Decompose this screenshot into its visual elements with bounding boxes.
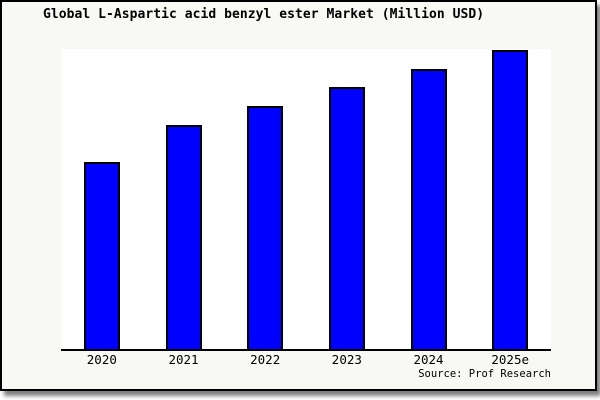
x-axis-label-2022: 2022 bbox=[250, 352, 281, 367]
bar-slot-2024 bbox=[388, 49, 470, 349]
x-axis-label-2025e: 2025e bbox=[491, 352, 530, 367]
bar-slot-2025e bbox=[469, 49, 551, 349]
bar-2022 bbox=[247, 106, 284, 349]
bar-2025e bbox=[492, 50, 529, 349]
bar-slot-2023 bbox=[306, 49, 388, 349]
x-axis-label-2023: 2023 bbox=[331, 352, 362, 367]
bar-2023 bbox=[328, 87, 365, 349]
x-axis-label-2024: 2024 bbox=[413, 352, 444, 367]
x-axis-label-2020: 2020 bbox=[86, 352, 117, 367]
chart-frame: Global L-Aspartic acid benzyl ester Mark… bbox=[0, 0, 597, 391]
bar-2021 bbox=[165, 125, 202, 349]
source-credit: Source: Prof Research bbox=[418, 368, 551, 380]
bar-2024 bbox=[410, 69, 447, 349]
plot-area bbox=[61, 49, 551, 351]
bar-2020 bbox=[83, 162, 120, 349]
x-axis-labels: 2020 2021 2022 2023 2024 2025e bbox=[61, 353, 551, 367]
x-axis-label-2021: 2021 bbox=[168, 352, 199, 367]
bar-slot-2022 bbox=[224, 49, 306, 349]
chart-title: Global L-Aspartic acid benzyl ester Mark… bbox=[43, 7, 485, 22]
bar-slot-2021 bbox=[143, 49, 225, 349]
bar-slot-2020 bbox=[61, 49, 143, 349]
